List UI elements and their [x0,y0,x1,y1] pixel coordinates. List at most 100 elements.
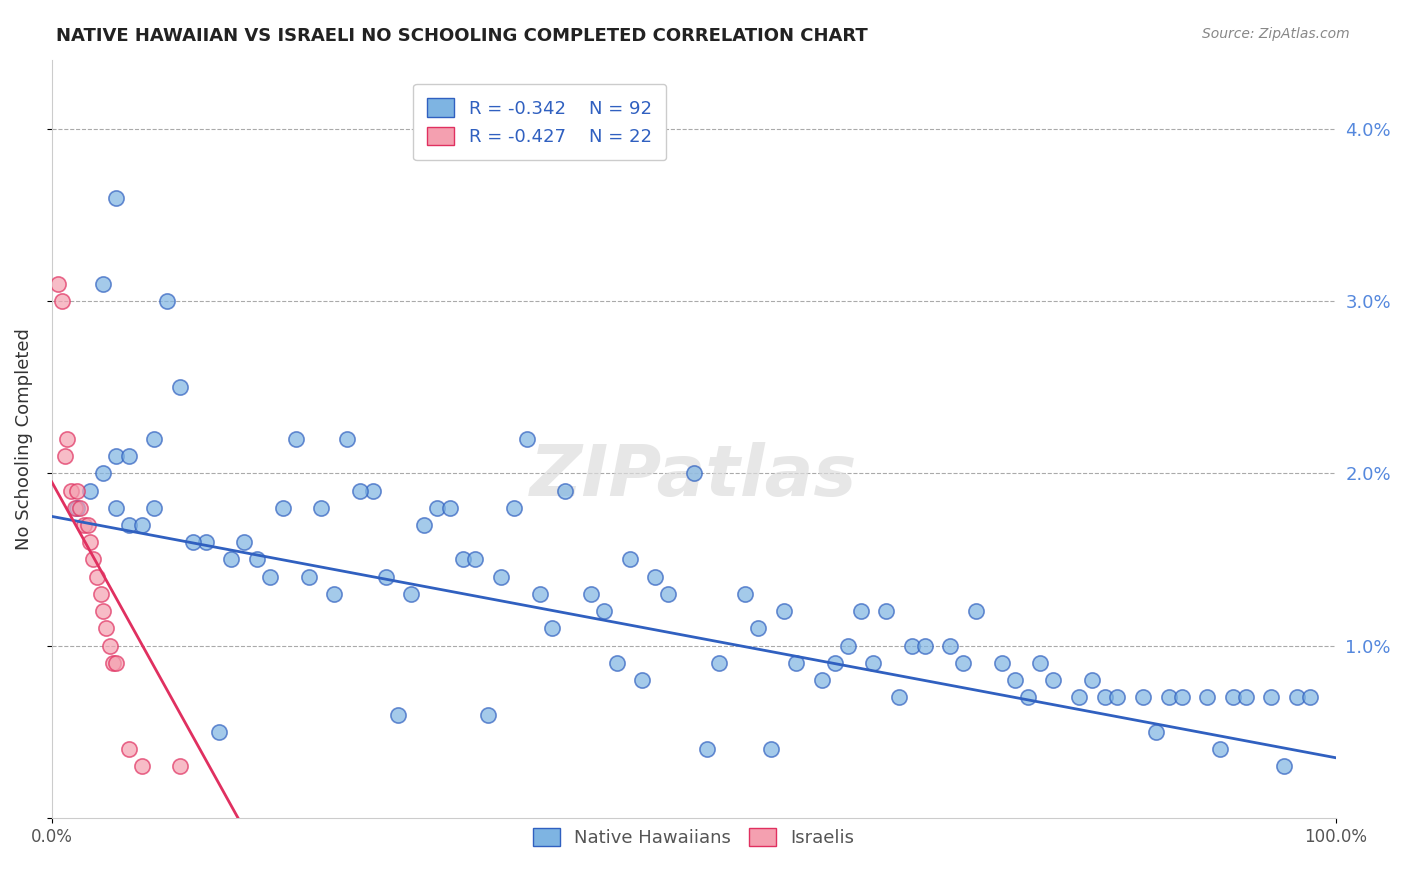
Point [489,570,512,584]
Point [709,656,731,670]
Point [104,190,127,204]
Point [46,277,69,291]
Point [1094,690,1116,705]
Point [311,500,333,515]
Point [73,518,96,533]
Point [592,604,614,618]
Point [66,483,89,498]
Point [91,277,114,291]
Point [529,587,551,601]
Point [914,639,936,653]
Point [952,656,974,670]
Point [1157,690,1180,705]
Point [1170,690,1192,705]
Point [53,449,76,463]
Point [361,483,384,498]
Point [1029,656,1052,670]
Point [374,570,396,584]
Point [79,535,101,549]
Point [169,759,191,773]
Point [824,656,846,670]
Point [541,622,564,636]
Point [387,707,409,722]
Point [104,656,127,670]
Point [91,604,114,618]
Point [1260,690,1282,705]
Point [131,518,153,533]
Point [284,432,307,446]
Point [1197,690,1219,705]
Point [413,518,436,533]
Point [849,604,872,618]
Point [579,587,602,601]
Point [233,535,256,549]
Point [426,500,449,515]
Point [747,622,769,636]
Point [336,432,359,446]
Point [103,656,125,670]
Point [63,500,86,515]
Point [1080,673,1102,688]
Point [86,570,108,584]
Point [1067,690,1090,705]
Point [91,467,114,481]
Point [606,656,628,670]
Point [1272,759,1295,773]
Text: ZIPatlas: ZIPatlas [530,442,858,511]
Point [323,587,346,601]
Point [901,639,924,653]
Point [271,500,294,515]
Point [104,500,127,515]
Y-axis label: No Schooling Completed: No Schooling Completed [15,328,32,549]
Point [439,500,461,515]
Point [644,570,666,584]
Point [657,587,679,601]
Legend: Native Hawaiians, Israelis: Native Hawaiians, Israelis [526,821,862,855]
Point [477,707,499,722]
Point [246,552,269,566]
Point [51,293,73,308]
Point [503,500,526,515]
Point [887,690,910,705]
Point [90,587,112,601]
Point [118,742,141,756]
Point [619,552,641,566]
Point [297,570,319,584]
Point [181,535,204,549]
Point [156,293,179,308]
Point [759,742,782,756]
Point [516,432,538,446]
Point [811,673,834,688]
Point [194,535,217,549]
Point [837,639,859,653]
Point [143,500,166,515]
Point [1209,742,1232,756]
Point [118,518,141,533]
Point [965,604,987,618]
Point [104,449,127,463]
Point [118,449,141,463]
Point [631,673,654,688]
Point [76,518,98,533]
Text: Source: ZipAtlas.com: Source: ZipAtlas.com [1202,27,1350,41]
Point [169,380,191,394]
Text: NATIVE HAWAIIAN VS ISRAELI NO SCHOOLING COMPLETED CORRELATION CHART: NATIVE HAWAIIAN VS ISRAELI NO SCHOOLING … [56,27,868,45]
Point [1107,690,1129,705]
Point [208,724,231,739]
Point [60,483,83,498]
Point [1042,673,1064,688]
Point [349,483,371,498]
Point [1132,690,1154,705]
Point [1234,690,1257,705]
Point [1299,690,1322,705]
Point [94,622,117,636]
Point [991,656,1014,670]
Point [131,759,153,773]
Point [1286,690,1309,705]
Point [451,552,474,566]
Point [69,500,91,515]
Point [56,432,79,446]
Point [554,483,576,498]
Point [1004,673,1026,688]
Point [696,742,718,756]
